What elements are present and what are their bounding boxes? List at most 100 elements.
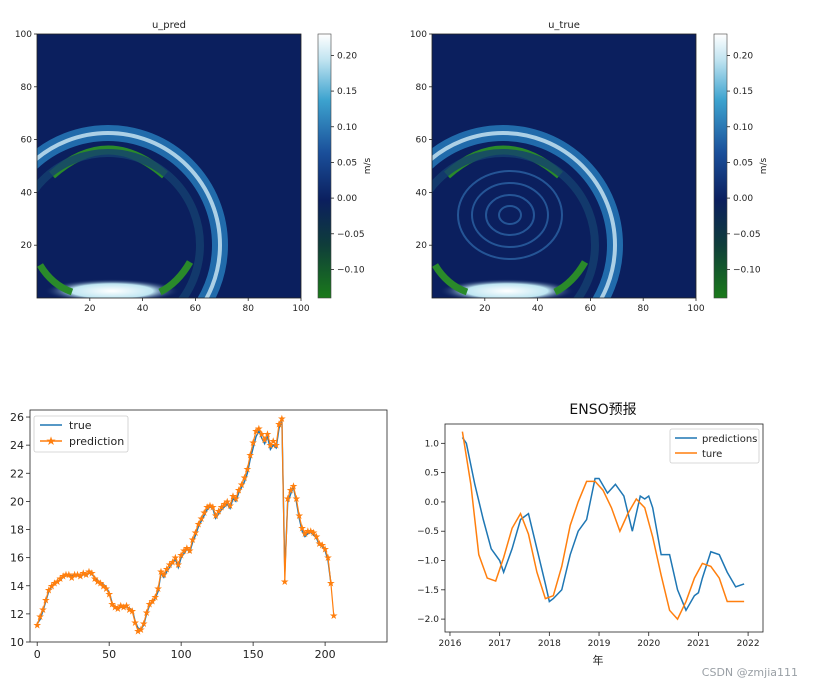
prediction-point: ★ xyxy=(200,508,209,519)
x-tick-label: 2021 xyxy=(687,639,710,649)
plot-frame xyxy=(444,423,764,633)
colorbar-ticks: 0.20 0.15 0.10 0.05 0.00 −0.05 −0.10 xyxy=(331,51,365,275)
prediction-point: ★ xyxy=(300,529,309,540)
wave-lower-left xyxy=(37,263,74,296)
colorbar-tick-label: 0.00 xyxy=(337,194,357,204)
y-tick-label: 16 xyxy=(10,552,24,565)
colorbar-tick-label: 0.15 xyxy=(337,87,357,97)
watermark: CSDN @zmjia111 xyxy=(702,666,798,679)
x-tick-label: 60 xyxy=(585,304,597,314)
wave-lower-right xyxy=(158,260,194,296)
x-tick-label: 2018 xyxy=(538,639,561,649)
heatmap-frame xyxy=(431,33,697,299)
prediction-point: ★ xyxy=(41,595,50,606)
prediction-point: ★ xyxy=(56,574,65,585)
colorbar-tick-label: 0.10 xyxy=(733,123,753,133)
colorbar-tick-label: 0.20 xyxy=(337,51,357,61)
prediction-point: ★ xyxy=(119,602,128,613)
y-tick-label: 24 xyxy=(10,439,24,452)
series-line-predictions xyxy=(461,437,745,613)
prediction-point: ★ xyxy=(295,511,304,522)
y-tick-label: 100 xyxy=(15,30,32,40)
heatmap-title: u_true xyxy=(548,20,580,31)
colorbar-tick-label: 0.00 xyxy=(733,194,753,204)
prediction-point: ★ xyxy=(125,605,134,616)
prediction-point: ★ xyxy=(246,450,255,461)
prediction-point: ★ xyxy=(62,570,71,581)
line-chart-enso: ENSO预报 2016 2017 2018 2019 2020 2021 2022 1.0 0.… xyxy=(417,402,764,667)
prediction-point: ★ xyxy=(162,564,171,575)
legend-label-predictions: predictions xyxy=(702,434,757,445)
prediction-point: ★ xyxy=(329,611,338,622)
prediction-point: ★ xyxy=(102,584,111,595)
colorbar-tick-label: −0.05 xyxy=(733,230,761,240)
wave-source-glow xyxy=(44,279,180,298)
prediction-point: ★ xyxy=(289,481,298,492)
prediction-point: ★ xyxy=(90,574,99,585)
colorbar-tick-label: 0.05 xyxy=(337,158,357,168)
y-tick-label: −0.5 xyxy=(417,527,439,537)
prediction-point: ★ xyxy=(277,414,286,425)
prediction-point: ★ xyxy=(191,528,200,539)
wavefront-crest xyxy=(37,131,222,298)
wavefront-crest xyxy=(432,131,617,298)
colorbar-tick-label: −0.05 xyxy=(337,230,365,240)
x-tick-label: 2017 xyxy=(488,639,511,649)
prediction-point: ★ xyxy=(33,621,42,632)
prediction-point: ★ xyxy=(263,429,272,440)
prediction-point: ★ xyxy=(133,626,142,637)
legend: true ★ prediction xyxy=(33,415,129,453)
series-line-prediction xyxy=(36,418,335,632)
prediction-point: ★ xyxy=(53,577,62,588)
prediction-point: ★ xyxy=(220,500,229,511)
legend-label-ture: ture xyxy=(702,449,722,460)
prediction-point: ★ xyxy=(110,602,119,613)
prediction-point: ★ xyxy=(217,503,226,514)
prediction-point: ★ xyxy=(157,567,166,578)
x-tick-label: 100 xyxy=(687,304,704,314)
prediction-point: ★ xyxy=(96,578,105,589)
colorbar-tick-label: −0.10 xyxy=(733,265,761,275)
prediction-point: ★ xyxy=(168,557,177,568)
prediction-point: ★ xyxy=(283,494,292,505)
prediction-point: ★ xyxy=(38,605,47,616)
prediction-point: ★ xyxy=(240,473,249,484)
prediction-point: ★ xyxy=(154,584,163,595)
prediction-point: ★ xyxy=(145,600,154,611)
x-tick-label: 200 xyxy=(315,648,336,661)
prediction-point: ★ xyxy=(272,441,281,452)
y-tick-label: −1.0 xyxy=(417,557,439,567)
prediction-point: ★ xyxy=(47,581,56,592)
prediction-point: ★ xyxy=(228,491,237,502)
prediction-point: ★ xyxy=(85,567,94,578)
heatmap-background xyxy=(37,34,301,298)
prediction-point: ★ xyxy=(174,560,183,571)
colorbar-label: m/s xyxy=(759,157,769,174)
prediction-point: ★ xyxy=(82,570,91,581)
prediction-point: ★ xyxy=(131,618,140,629)
prediction-point: ★ xyxy=(188,535,197,546)
y-tick-label: 40 xyxy=(21,188,33,198)
prediction-point: ★ xyxy=(318,540,327,551)
chart-title: ENSO预报 xyxy=(569,402,636,418)
prediction-point: ★ xyxy=(275,420,284,431)
prediction-point: ★ xyxy=(214,507,223,518)
heatmap-background xyxy=(432,34,696,298)
prediction-point: ★ xyxy=(309,528,318,539)
y-tick-label: 80 xyxy=(21,83,33,93)
prediction-point: ★ xyxy=(113,604,122,615)
prediction-point: ★ xyxy=(205,501,214,512)
y-tick-label: 20 xyxy=(10,495,24,508)
colorbar-tick-label: 0.10 xyxy=(337,123,357,133)
y-tick-label: 60 xyxy=(416,136,428,146)
x-tick-label: 2020 xyxy=(637,639,660,649)
prediction-point: ★ xyxy=(151,593,160,604)
plot-frame xyxy=(29,409,388,643)
colorbar-tick-label: 0.05 xyxy=(733,158,753,168)
prediction-point: ★ xyxy=(180,546,189,557)
heatmap-title: u_pred xyxy=(152,20,186,31)
prediction-point: ★ xyxy=(203,503,212,514)
prediction-point: ★ xyxy=(171,553,180,564)
